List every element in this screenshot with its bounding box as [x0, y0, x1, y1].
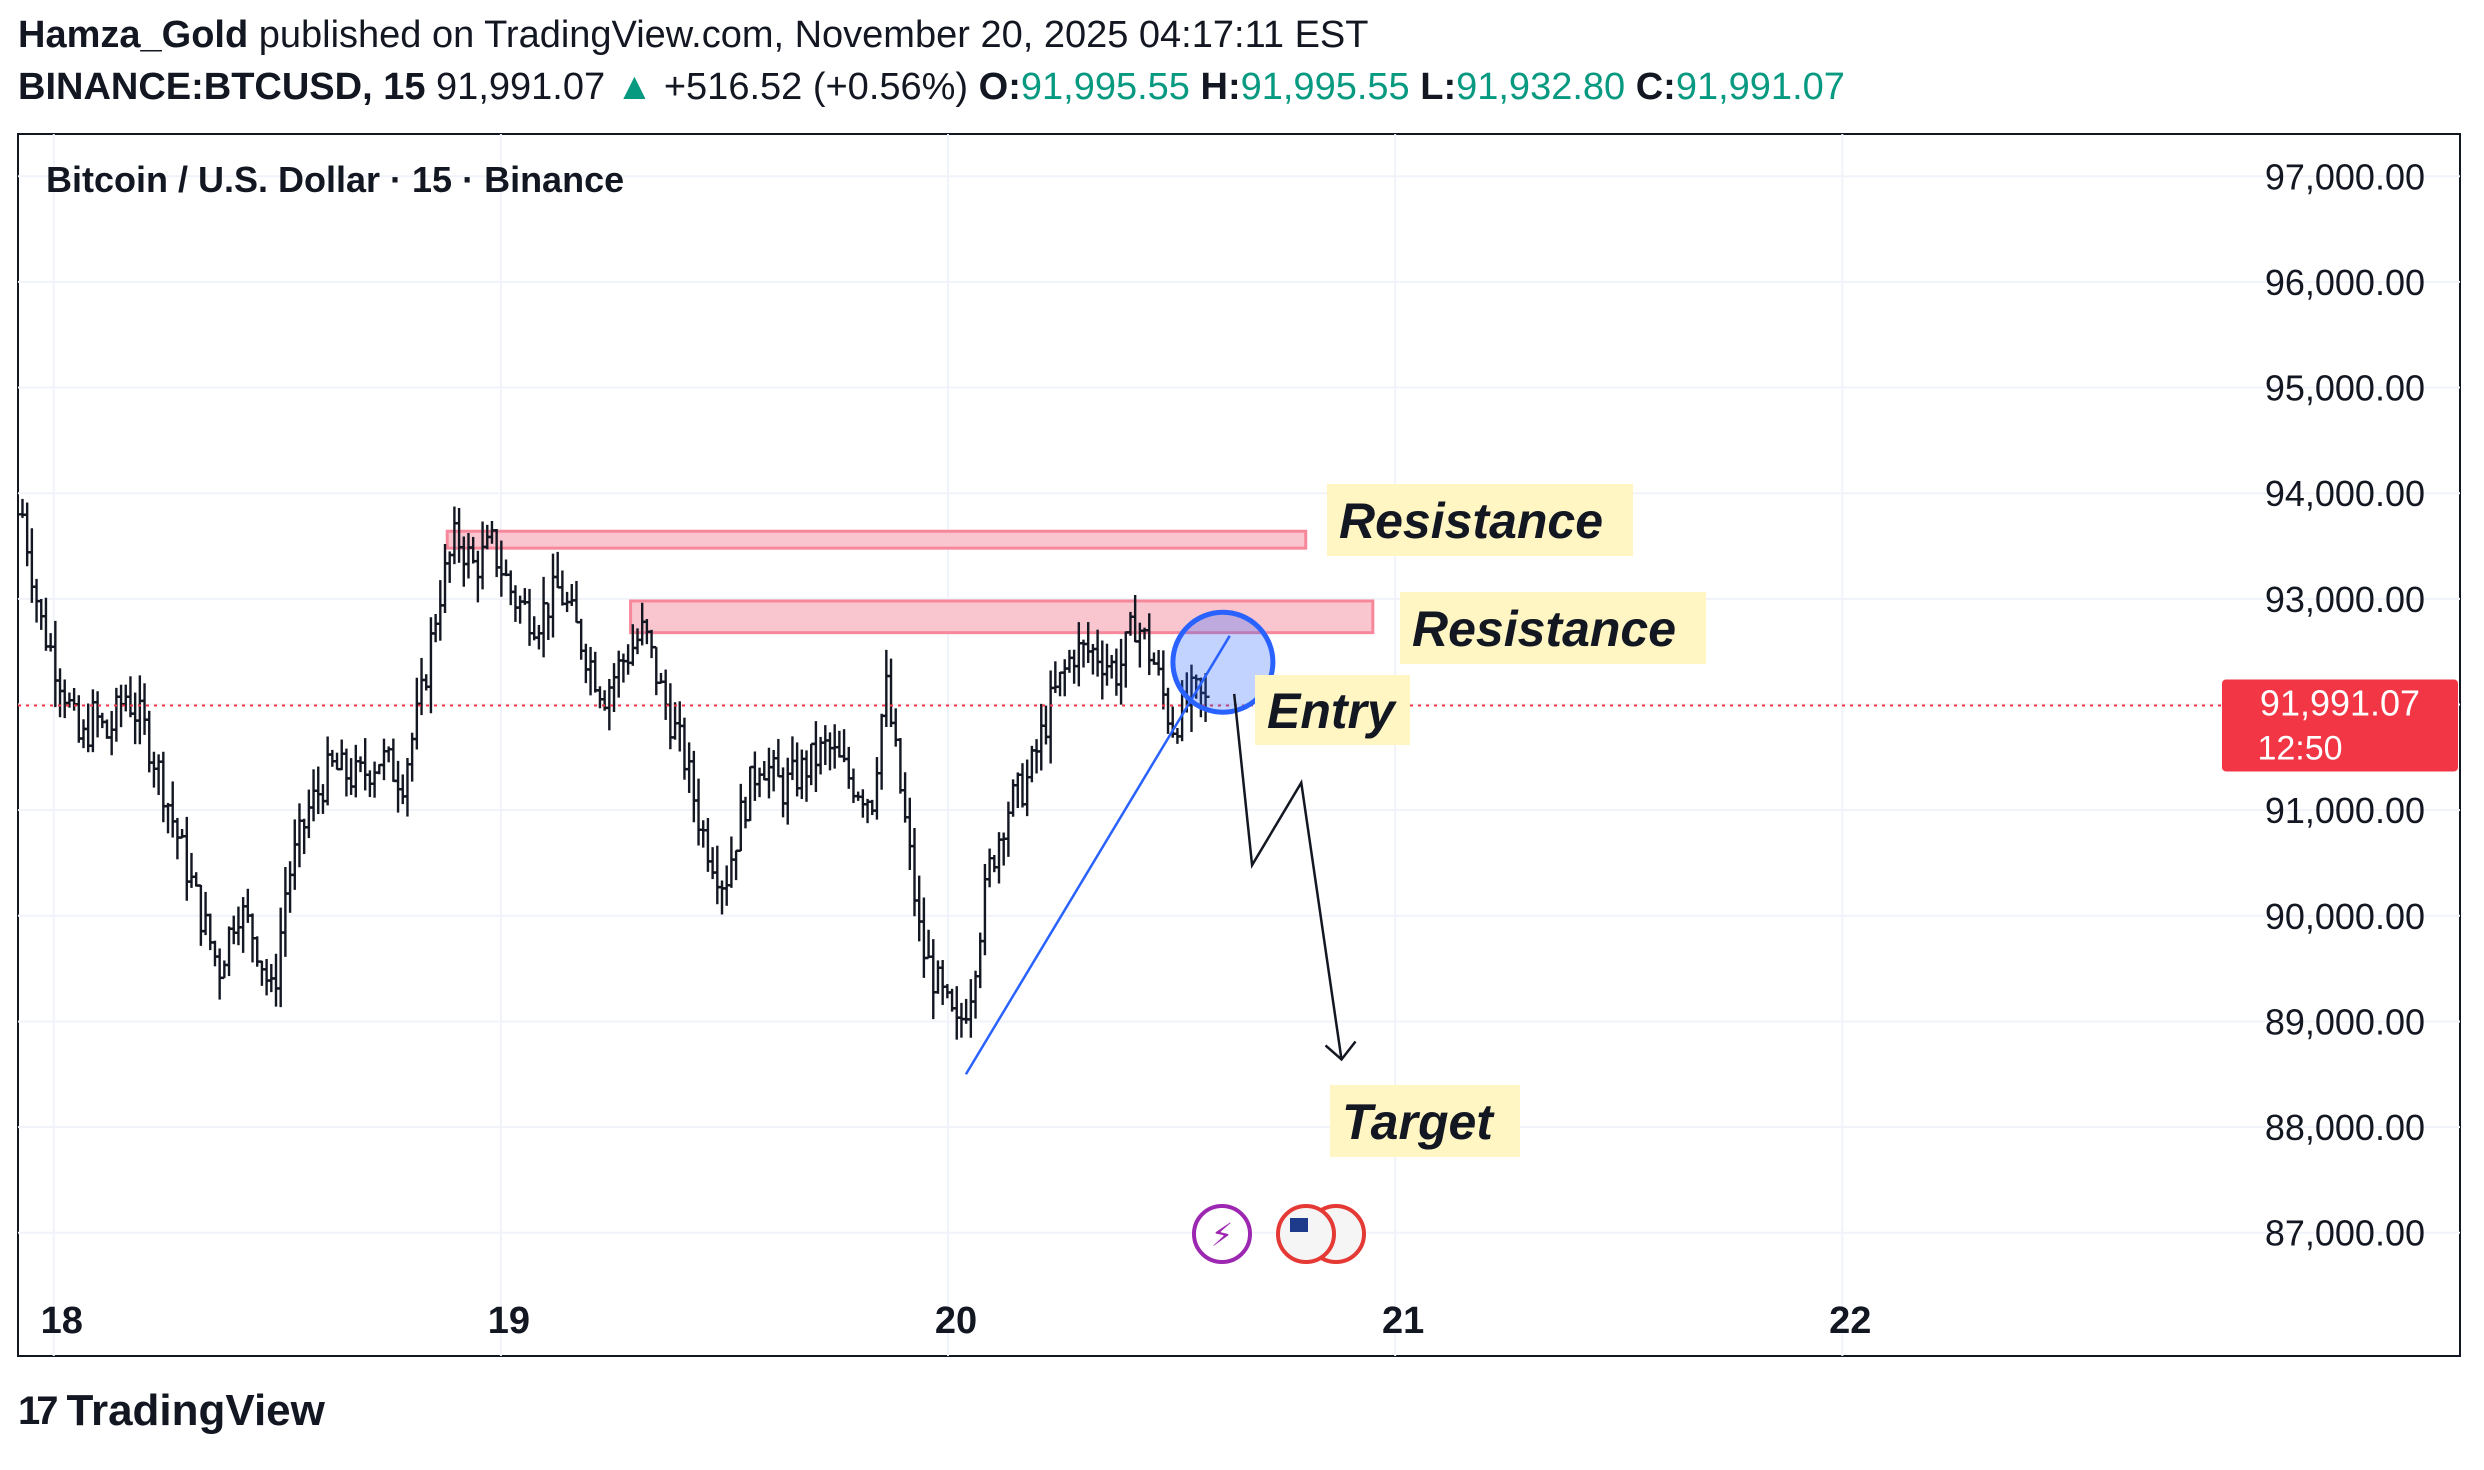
us-flag-canton [1290, 1218, 1308, 1232]
countdown-label: 12:50 [2257, 729, 2342, 767]
resistance-label-2-bg [1400, 592, 1706, 664]
high-value: 91,995.55 [1240, 66, 1410, 108]
entry-circle [1170, 609, 1276, 715]
y-tick-label: 96,000.00 [2265, 262, 2425, 303]
brand-name: TradingView [66, 1386, 325, 1435]
author-name[interactable]: Hamza_Gold [18, 14, 249, 56]
us-flag-icon [1276, 1204, 1336, 1264]
close-value: 91,991.07 [1675, 66, 1845, 108]
y-tick-label: 93,000.00 [2265, 579, 2425, 620]
resistance-zone-1 [445, 529, 1308, 550]
current-price-badge [2222, 679, 2458, 772]
entry-label-bg [1255, 675, 1410, 745]
open-value: 91,995.55 [1020, 66, 1190, 108]
x-tick-label: 21 [1382, 1300, 1424, 1342]
y-tick-label: 94,000.00 [2265, 473, 2425, 514]
resistance-label-1: Resistance [1339, 493, 1603, 549]
tradingview-logo-icon: 17 [18, 1388, 58, 1433]
lightning-icon [1192, 1204, 1252, 1264]
target-label: Target [1342, 1094, 1495, 1150]
open-label: O: [978, 66, 1021, 108]
close-label: C: [1635, 66, 1676, 108]
entry-label: Entry [1267, 683, 1397, 739]
ohlc-bars [18, 498, 1210, 1040]
x-tick-label: 18 [41, 1300, 83, 1342]
x-tick-label: 22 [1829, 1300, 1871, 1342]
y-tick-label: 90,000.00 [2265, 896, 2425, 937]
trendline [964, 635, 1231, 1075]
y-tick-label: 91,000.00 [2265, 790, 2425, 831]
lightning-glyph-icon: ⚡ [1211, 1216, 1233, 1254]
low-value: 91,932.80 [1456, 66, 1626, 108]
current-price-label: 91,991.07 [2260, 682, 2420, 723]
change-arrow-icon: ▲ [615, 66, 654, 108]
published-text: published on TradingView.com, November 2… [258, 14, 1369, 56]
symbol-info: BINANCE:BTCUSD, 15 91,991.07 ▲ +516.52 (… [18, 64, 1845, 110]
symbol-name: BINANCE:BTCUSD, 15 [18, 66, 426, 108]
y-tick-label: 88,000.00 [2265, 1107, 2425, 1148]
projection-path [1232, 693, 1343, 1060]
tradingview-brand: 17 TradingView [18, 1386, 325, 1436]
target-label-bg [1330, 1085, 1520, 1157]
resistance-label-2: Resistance [1412, 601, 1676, 657]
last-price: 91,991.07 [436, 66, 606, 108]
y-tick-label: 95,000.00 [2265, 368, 2425, 409]
y-tick-label: 97,000.00 [2265, 156, 2425, 197]
high-label: H: [1200, 66, 1241, 108]
x-tick-label: 19 [488, 1300, 530, 1342]
y-tick-label: 87,000.00 [2265, 1213, 2425, 1254]
low-label: L: [1420, 66, 1457, 108]
chart-title: Bitcoin / U.S. Dollar · 15 · Binance [46, 159, 624, 200]
y-tick-label: 89,000.00 [2265, 1001, 2425, 1042]
price-change: +516.52 (+0.56%) [663, 66, 969, 108]
resistance-label-1-bg [1327, 484, 1633, 556]
x-tick-label: 20 [935, 1300, 977, 1342]
arrow-head-icon [1324, 1040, 1357, 1062]
publish-info: Hamza_Gold published on TradingView.com,… [18, 12, 1368, 58]
